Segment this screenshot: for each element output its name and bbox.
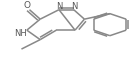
Text: N: N bbox=[71, 2, 78, 11]
Text: O: O bbox=[23, 1, 30, 10]
Text: NH: NH bbox=[14, 29, 27, 38]
Text: N: N bbox=[56, 2, 62, 11]
